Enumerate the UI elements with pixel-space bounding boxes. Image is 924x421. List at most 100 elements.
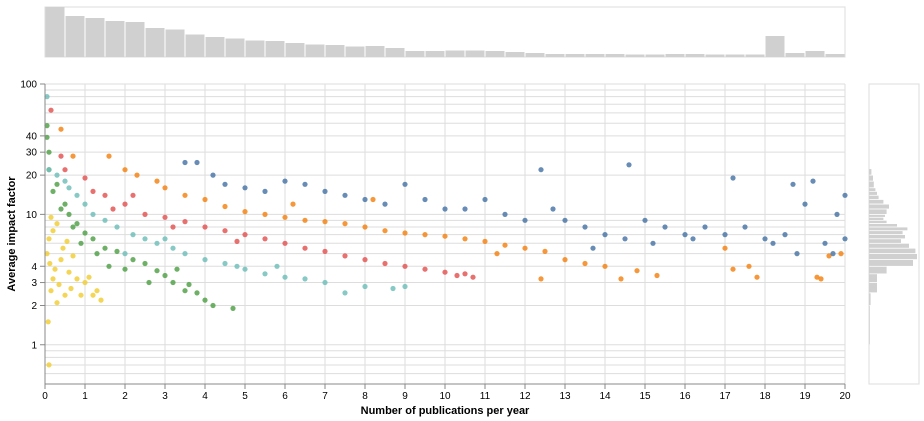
y-tick-label: 4 xyxy=(31,262,37,273)
x-tick-label: 20 xyxy=(839,391,851,402)
data-point xyxy=(402,230,408,236)
top-marginal-bar xyxy=(65,16,85,57)
data-point xyxy=(134,172,140,178)
data-point xyxy=(282,178,288,184)
top-marginal-bar xyxy=(445,50,465,57)
data-point xyxy=(202,196,208,203)
x-tick-label: 4 xyxy=(202,391,208,402)
x-tick-label: 3 xyxy=(162,391,168,402)
x-tick-label: 12 xyxy=(519,391,531,402)
data-point xyxy=(46,236,52,242)
right-marginal-bar xyxy=(869,224,897,227)
data-point xyxy=(58,206,64,212)
data-point xyxy=(60,245,66,251)
data-point xyxy=(502,242,508,248)
x-tick-label: 2 xyxy=(122,391,128,402)
data-point xyxy=(54,181,60,187)
top-marginal-bar xyxy=(465,50,485,57)
data-point xyxy=(322,219,328,225)
data-point xyxy=(46,362,52,368)
data-point xyxy=(162,236,168,242)
top-marginal-bar xyxy=(565,54,585,57)
data-point xyxy=(154,178,160,184)
data-point xyxy=(74,276,80,282)
data-point xyxy=(454,272,460,279)
data-point xyxy=(182,288,188,294)
top-marginal-bar xyxy=(485,51,505,57)
right-marginal-bar xyxy=(869,293,871,306)
x-tick-label: 6 xyxy=(282,391,288,402)
data-point xyxy=(86,274,92,280)
data-point xyxy=(642,217,648,223)
data-point xyxy=(362,224,368,230)
data-point xyxy=(502,211,508,217)
data-point xyxy=(114,248,120,254)
right-marginal-bar xyxy=(869,195,879,200)
data-point xyxy=(542,248,548,254)
data-point xyxy=(54,172,60,178)
right-marginal-histogram xyxy=(868,83,920,385)
data-point xyxy=(68,285,74,292)
data-point xyxy=(282,214,288,220)
x-axis: 0 1 2 3 4 5 6 7 8 9 10 11 12 13 14 15 16 17 18 19 20 xyxy=(42,383,851,402)
data-point xyxy=(146,279,152,286)
data-point xyxy=(56,281,62,288)
top-marginal-bar xyxy=(505,52,525,57)
data-point xyxy=(162,185,168,191)
data-point xyxy=(442,233,448,239)
data-point xyxy=(94,251,100,257)
top-marginal-bar xyxy=(425,51,445,57)
x-tick-label: 0 xyxy=(42,391,48,402)
data-point xyxy=(82,201,88,207)
data-point xyxy=(262,236,268,242)
top-marginal-bar xyxy=(665,54,685,57)
data-point xyxy=(48,107,54,113)
right-marginal-bar xyxy=(869,191,877,195)
data-point xyxy=(122,201,128,207)
data-point xyxy=(74,192,80,198)
right-marginal-bar xyxy=(869,266,887,274)
data-point xyxy=(782,232,788,238)
top-marginal-bar xyxy=(545,54,565,57)
data-point xyxy=(44,94,50,100)
data-point xyxy=(362,257,368,263)
data-point xyxy=(290,201,296,207)
data-point xyxy=(742,224,748,230)
data-point xyxy=(210,302,216,309)
top-marginal-bar xyxy=(625,54,645,57)
data-point xyxy=(47,260,53,267)
data-point xyxy=(634,268,640,274)
top-marginal-bar xyxy=(745,54,765,57)
top-marginal-bar xyxy=(405,51,425,57)
data-point xyxy=(822,240,828,246)
data-point xyxy=(322,279,328,286)
data-point xyxy=(538,276,544,282)
data-point xyxy=(70,153,76,159)
data-point xyxy=(130,192,136,198)
data-point xyxy=(122,251,128,257)
data-point xyxy=(52,266,58,272)
data-point xyxy=(462,236,468,242)
right-marginal-bar xyxy=(869,254,917,260)
data-point xyxy=(222,203,228,210)
top-marginal-bar xyxy=(225,38,245,57)
data-point xyxy=(194,159,200,166)
data-point xyxy=(58,257,64,263)
data-point xyxy=(618,276,624,282)
data-point xyxy=(242,232,248,238)
data-point xyxy=(442,206,448,212)
data-point xyxy=(130,232,136,238)
data-point xyxy=(722,232,728,238)
data-point xyxy=(46,149,52,155)
data-point xyxy=(74,221,80,227)
data-point xyxy=(94,288,100,294)
top-marginal-bar xyxy=(765,36,785,57)
data-point xyxy=(174,266,180,272)
data-point xyxy=(754,274,760,280)
data-point xyxy=(442,269,448,275)
data-point xyxy=(402,263,408,269)
data-point xyxy=(362,196,368,203)
top-marginal-bar xyxy=(245,40,265,57)
data-point xyxy=(802,201,808,207)
data-point xyxy=(230,305,236,311)
